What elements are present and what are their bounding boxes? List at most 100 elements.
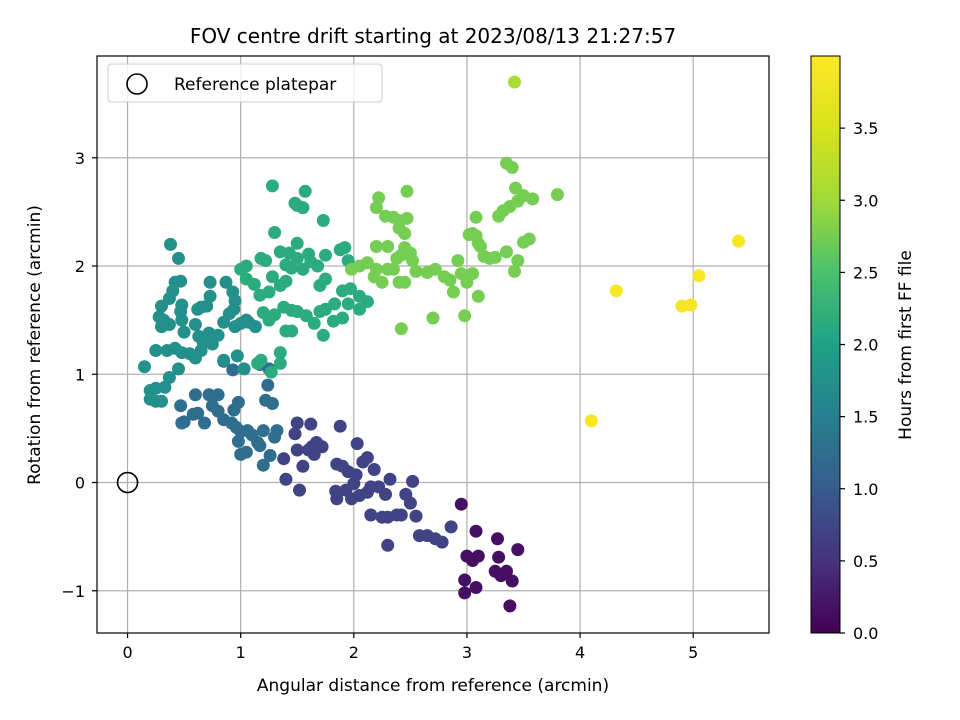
data-point <box>264 365 278 379</box>
data-point <box>509 181 523 195</box>
x-tick-label: 2 <box>349 643 359 662</box>
data-point <box>203 289 217 303</box>
data-point <box>164 237 177 251</box>
data-point <box>492 550 506 564</box>
data-point <box>217 353 231 367</box>
data-point <box>500 564 513 578</box>
data-point <box>162 371 176 384</box>
data-point <box>277 452 291 466</box>
data-point <box>394 322 408 336</box>
data-point <box>316 214 330 227</box>
data-point <box>381 240 395 253</box>
plot-frame <box>96 55 770 634</box>
data-point <box>367 463 381 476</box>
data-point <box>469 210 483 224</box>
data-point <box>364 508 378 522</box>
reference-marker <box>116 471 139 494</box>
data-point <box>270 424 284 438</box>
data-point <box>392 275 406 289</box>
data-point <box>451 254 465 268</box>
data-point <box>330 457 344 471</box>
data-point <box>333 419 347 433</box>
data-point <box>172 362 185 376</box>
data-point <box>298 184 312 198</box>
data-point <box>268 226 282 239</box>
data-point <box>372 191 386 205</box>
data-point <box>175 298 189 312</box>
data-point <box>198 416 211 430</box>
data-point <box>290 443 304 457</box>
data-point <box>202 388 216 402</box>
data-point <box>454 497 468 511</box>
x-tick-label: 1 <box>236 643 246 662</box>
data-point <box>296 459 310 473</box>
data-point <box>191 302 205 316</box>
data-point <box>205 399 219 413</box>
data-point <box>491 532 504 546</box>
x-tick-label: 5 <box>688 643 698 662</box>
data-point <box>469 581 483 594</box>
data-point <box>369 201 383 215</box>
data-point <box>259 393 273 407</box>
data-point <box>307 447 321 461</box>
data-point <box>508 75 521 89</box>
data-point <box>192 329 206 343</box>
legend-label-reference: Reference platepar <box>174 75 336 95</box>
data-point <box>162 318 176 331</box>
data-point <box>188 318 202 331</box>
data-point <box>290 416 304 430</box>
x-axis-label: Angular distance from reference (arcmin) <box>257 676 609 696</box>
data-point <box>172 251 185 265</box>
data-point <box>138 360 151 374</box>
data-point <box>307 316 321 330</box>
data-point <box>375 510 389 524</box>
y-axis-label: Rotation from reference (arcmin) <box>25 205 45 485</box>
data-point <box>155 394 168 408</box>
legend-box <box>107 63 383 103</box>
data-points <box>116 75 745 613</box>
data-point <box>273 279 287 292</box>
colorbar-tick-label: 1.5 <box>853 408 878 427</box>
data-point <box>247 277 261 291</box>
data-point <box>288 196 302 210</box>
data-point <box>444 520 458 534</box>
colorbar-tick-label: 2.0 <box>853 336 878 355</box>
data-point <box>174 274 188 288</box>
data-point <box>446 285 460 299</box>
data-point <box>684 298 698 312</box>
data-point <box>511 254 525 268</box>
data-point <box>175 313 189 327</box>
data-point <box>302 247 316 261</box>
series-group <box>584 234 745 428</box>
colorbar: 0.0 0.5 1.0 1.5 2.0 2.5 3.0 3.5 Hours from firs… <box>810 55 916 643</box>
data-point <box>336 311 349 325</box>
data-point <box>230 349 244 363</box>
data-point <box>254 251 268 265</box>
data-point <box>488 564 502 578</box>
data-point <box>692 269 706 283</box>
data-point <box>293 483 306 497</box>
data-point <box>239 445 253 459</box>
data-point <box>268 308 282 322</box>
colorbar-tick-label: 0.0 <box>853 624 878 643</box>
data-point <box>265 270 279 284</box>
data-point <box>211 388 225 402</box>
data-point <box>296 262 310 276</box>
data-point <box>261 378 275 392</box>
data-point <box>474 240 487 253</box>
series-group <box>508 75 521 89</box>
data-point <box>328 297 342 311</box>
data-point <box>239 259 253 273</box>
data-point <box>152 310 166 324</box>
data-point <box>316 328 330 342</box>
data-point <box>350 437 364 451</box>
data-point <box>458 573 472 587</box>
data-point <box>505 574 519 588</box>
data-point <box>353 289 366 303</box>
data-point <box>360 451 374 465</box>
data-point <box>550 188 564 202</box>
legend-marker-reference <box>126 73 148 95</box>
data-point <box>279 258 293 272</box>
